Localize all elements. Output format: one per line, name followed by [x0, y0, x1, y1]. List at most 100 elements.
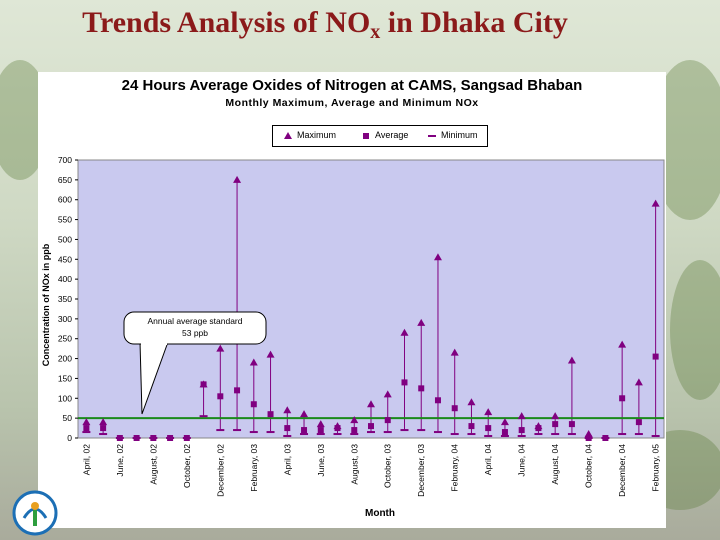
x-tick-label: February, 03	[249, 444, 259, 492]
x-tick-label: April, 02	[81, 444, 91, 475]
minimum-point	[115, 437, 124, 439]
minimum-point	[601, 437, 610, 439]
minimum-point	[166, 437, 175, 439]
maximum-point	[433, 253, 442, 261]
y-tick-label: 550	[58, 215, 72, 225]
x-tick-label: April, 03	[282, 444, 292, 475]
x-tick-label: June, 04	[517, 444, 527, 477]
chart-subtitle: Monthly Maximum, Average and Minimum NOx	[225, 97, 479, 109]
average-point	[401, 379, 408, 386]
annotation-pointer	[139, 341, 169, 415]
minimum-point	[367, 431, 375, 434]
maximum-point	[300, 410, 309, 418]
legend-item-minimum: Minimum	[427, 130, 478, 140]
average-point	[267, 411, 274, 418]
average-point	[518, 427, 525, 434]
maximum-point	[249, 358, 258, 366]
maximum-point	[450, 348, 459, 356]
maximum-point	[266, 350, 275, 358]
x-tick-label: April, 04	[483, 444, 493, 475]
minimum-point	[400, 429, 409, 432]
y-tick-label: 0	[67, 433, 72, 443]
minimum-point	[300, 433, 309, 436]
annotation-line1: Annual average standard	[148, 316, 243, 326]
maximum-point	[99, 418, 108, 426]
y-tick-label: 350	[58, 294, 72, 304]
x-tick-label: October, 04	[584, 444, 594, 488]
minimum-point	[534, 433, 543, 436]
average-point	[217, 393, 224, 400]
average-point	[485, 425, 492, 432]
y-tick-label: 150	[58, 373, 72, 383]
plot-area	[77, 159, 665, 439]
average-point	[368, 423, 374, 430]
x-tick-label: October, 03	[383, 444, 393, 488]
minimum-point	[634, 433, 643, 436]
minimum-point	[216, 429, 225, 432]
minimum-point	[199, 415, 208, 418]
average-point	[568, 421, 575, 428]
slide-title: Trends Analysis of NOx in Dhaka City	[82, 6, 568, 43]
minimum-point	[551, 433, 560, 436]
legend-item-average: Average	[361, 130, 408, 140]
minimum-point	[283, 435, 292, 438]
maximum-point	[500, 418, 509, 426]
maximum-point	[618, 340, 627, 348]
average-point	[384, 417, 391, 424]
maximum-point	[484, 408, 493, 416]
maximum-point	[283, 406, 292, 414]
chart-legend: Maximum Average Minimum	[272, 125, 488, 147]
minimum-point	[383, 431, 392, 434]
maximum-point	[517, 412, 526, 420]
minimum-point	[350, 433, 359, 436]
minimum-point	[433, 431, 442, 434]
x-tick-label: December, 02	[215, 444, 225, 497]
x-axis-label: Month	[365, 508, 395, 519]
minimum-point	[500, 435, 509, 438]
average-point	[652, 353, 659, 360]
x-tick-label: August, 02	[148, 444, 158, 485]
minimum-point	[417, 429, 426, 432]
average-point	[351, 427, 358, 434]
average-point	[317, 427, 324, 434]
average-point	[334, 425, 341, 432]
average-point	[418, 385, 425, 392]
maximum-point	[367, 400, 375, 408]
maximum-point	[634, 378, 643, 386]
y-tick-label: 100	[58, 393, 72, 403]
maximum-point	[233, 175, 242, 183]
minimum-point	[182, 437, 191, 439]
maximum-point	[567, 356, 576, 364]
chart-title: 24 Hours Average Oxides of Nitrogen at C…	[121, 77, 583, 94]
minimum-point	[517, 435, 526, 438]
minimum-point	[567, 433, 576, 436]
minimum-point	[450, 433, 459, 436]
minimum-point	[316, 433, 325, 436]
x-tick-label: August, 04	[550, 444, 560, 485]
minimum-point	[651, 435, 660, 438]
minimum-point	[82, 431, 91, 434]
average-point	[100, 425, 107, 432]
y-tick-label: 400	[58, 274, 72, 284]
average-point	[451, 405, 458, 412]
x-tick-label: August, 03	[349, 444, 359, 485]
average-point	[284, 425, 291, 432]
maximum-point	[216, 344, 225, 352]
minimum-point	[233, 429, 242, 432]
maximum-point	[383, 390, 392, 398]
y-tick-label: 200	[58, 354, 72, 364]
annotation-box	[123, 311, 267, 345]
average-point	[250, 401, 257, 408]
x-tick-label: October, 02	[182, 444, 192, 488]
y-tick-label: 700	[58, 155, 72, 165]
legend-item-maximum: Maximum	[283, 130, 336, 140]
maximum-point	[651, 199, 660, 207]
x-tick-label: February, 04	[450, 444, 460, 492]
minimum-point	[249, 431, 258, 434]
minimum-point	[149, 437, 158, 439]
y-tick-label: 600	[58, 195, 72, 205]
minimum-point	[584, 437, 593, 439]
y-tick-label: 50	[63, 413, 73, 423]
maximum-point	[417, 318, 426, 326]
